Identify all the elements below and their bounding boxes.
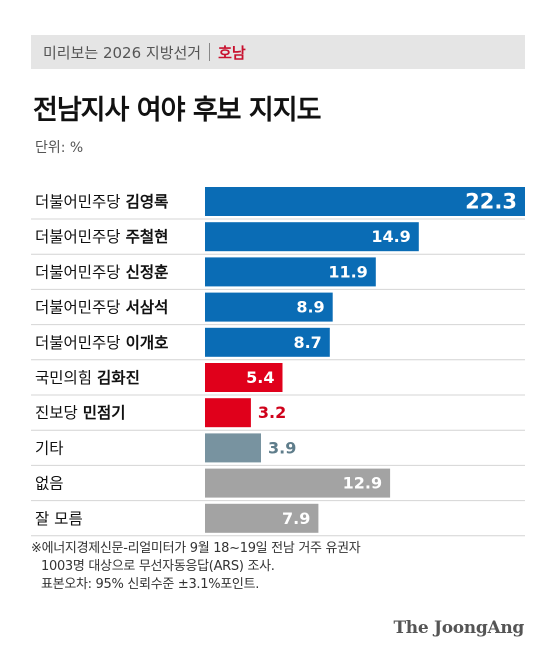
bar: [205, 187, 525, 216]
footnote-line-2: 1003명 대상으로 무선자동응답(ARS) 조사.: [41, 559, 275, 574]
party-name: 더불어민주당: [35, 228, 121, 246]
candidate-name: 김화진: [97, 368, 140, 387]
category-label: 없음: [35, 475, 64, 493]
category-label: 더불어민주당 신정훈: [35, 262, 168, 281]
value-label: 5.4: [246, 368, 274, 387]
party-name: 더불어민주당: [35, 299, 121, 317]
category-label: 진보당 민점기: [35, 403, 126, 422]
category-label: 더불어민주당 서삼석: [35, 299, 168, 317]
value-label: 14.9: [371, 227, 410, 246]
header-band: 미리보는 2026 지방선거 호남: [31, 35, 525, 69]
value-label: 8.7: [293, 333, 321, 352]
category-label: 잘 모름: [35, 510, 83, 528]
publisher-logo: The JoongAng: [393, 618, 524, 638]
header-divider: [209, 43, 211, 61]
bar: [205, 363, 283, 392]
category-label: 더불어민주당 주철현: [35, 227, 168, 246]
bar: [205, 257, 376, 287]
category-label: 국민의힘 김화진: [35, 368, 140, 387]
footnote-line-3: 표본오차: 95% 신뢰수준 ±3.1%포인트.: [41, 577, 260, 592]
bar: [205, 468, 391, 498]
party-name: 더불어민주당: [35, 193, 121, 211]
unit-label: 단위: %: [35, 140, 84, 156]
value-label: 8.9: [296, 298, 324, 317]
candidate-name: 서삼석: [126, 299, 169, 317]
bar: [205, 292, 333, 322]
category-label: 더불어민주당 김영록: [35, 192, 168, 211]
chart-title: 전남지사 여야 후보 지지도: [33, 95, 321, 126]
footnote: ※에너지경제신문-리얼미터가 9월 18~19일 전남 거주 유권자 1003명…: [31, 540, 361, 594]
candidate-name: 민점기: [83, 403, 126, 422]
value-label: 7.9: [282, 509, 310, 528]
candidate-name: 신정훈: [126, 262, 169, 281]
candidate-name: 주철현: [126, 227, 169, 246]
party-name: 기타: [35, 439, 64, 457]
candidate-name: 김영록: [126, 192, 169, 211]
bar: [205, 433, 261, 463]
bar: [205, 222, 419, 252]
footnote-line-1: ※에너지경제신문-리얼미터가 9월 18~19일 전남 거주 유권자: [31, 541, 361, 556]
bar: [205, 398, 251, 428]
region-label: 호남: [218, 43, 246, 62]
party-name: 더불어민주당: [35, 263, 121, 281]
category-label: 기타: [35, 439, 64, 457]
bar: [205, 503, 319, 533]
value-label: 3.9: [268, 438, 296, 457]
bar: [205, 327, 330, 357]
value-label: 11.9: [328, 262, 367, 281]
series-label: 미리보는 2026 지방선거: [43, 43, 202, 62]
value-label: 3.2: [258, 403, 286, 422]
value-label: 12.9: [343, 474, 382, 493]
category-label: 더불어민주당 이개호: [35, 333, 168, 352]
party-name: 국민의힘: [35, 369, 92, 387]
candidate-name: 이개호: [126, 333, 169, 352]
party-name: 잘 모름: [35, 510, 83, 528]
value-label: 22.3: [465, 190, 517, 214]
party-name: 없음: [35, 475, 64, 493]
party-name: 더불어민주당: [35, 334, 121, 352]
party-name: 진보당: [35, 404, 78, 422]
